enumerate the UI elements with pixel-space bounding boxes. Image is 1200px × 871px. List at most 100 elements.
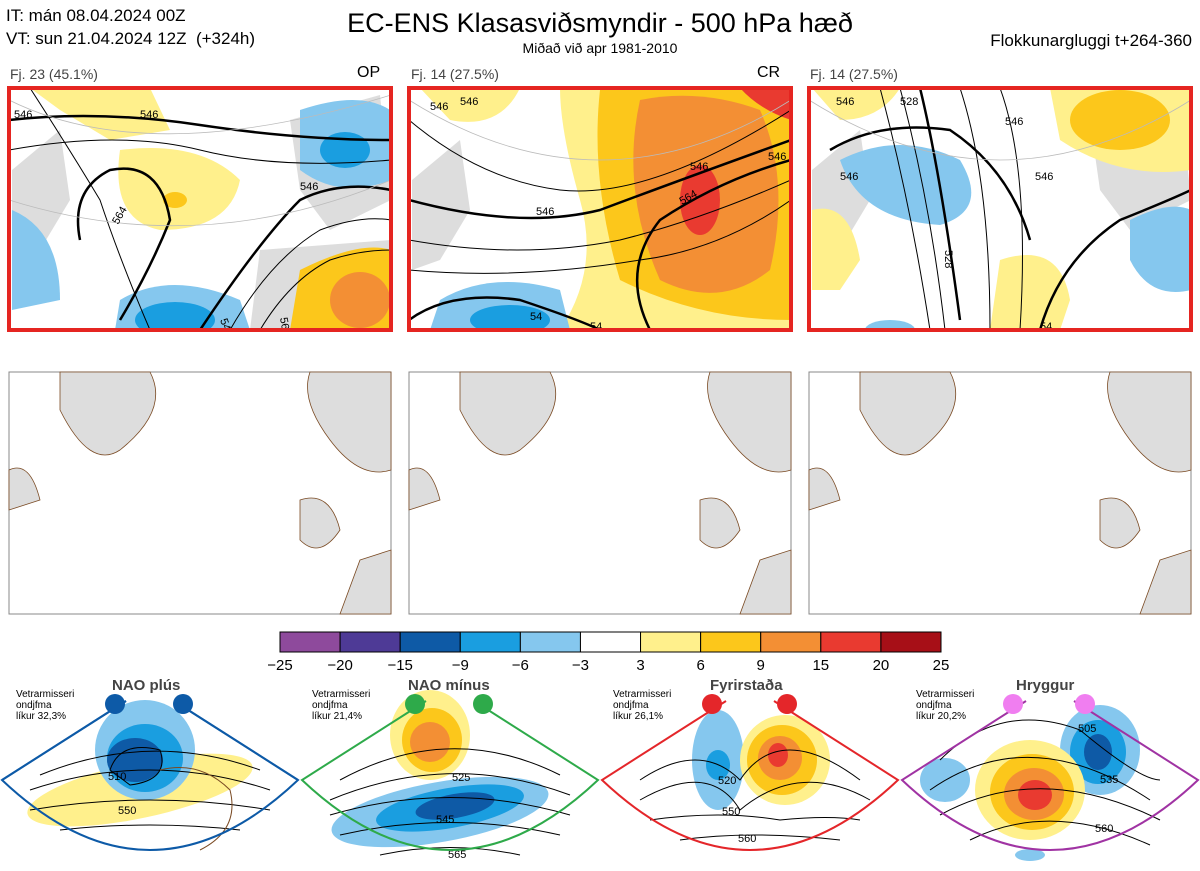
- contour-label: 546: [460, 96, 478, 108]
- colorbar-tick: −6: [512, 657, 529, 674]
- anomaly-yellow: [118, 148, 240, 230]
- regime-4-marker: [1003, 694, 1023, 714]
- colorbar-bin: [399, 631, 461, 653]
- contour-label: 505: [1078, 723, 1096, 735]
- anomaly-dark-blue: [1084, 734, 1112, 770]
- contour-label: 535: [1100, 774, 1118, 786]
- colorbar-tick: 6: [696, 657, 704, 674]
- colorbar-bin: [339, 631, 401, 653]
- contour-label: 546: [1035, 171, 1053, 183]
- valid-time: VT: sun 21.04.2024 12Z (+324h): [6, 29, 256, 48]
- contour-label: 528: [942, 250, 954, 268]
- anomaly-red: [740, 88, 791, 120]
- anomaly-yellow: [990, 255, 1070, 330]
- contour-546: [9, 114, 391, 142]
- colorbar-bin: [760, 631, 822, 653]
- anomaly-yellow: [812, 88, 900, 120]
- header-times: IT: mán 08.04.2024 00Z VT: sun 21.04.202…: [6, 4, 255, 50]
- regime-3-marker: [702, 694, 722, 714]
- colorbar-bin: [820, 631, 882, 653]
- anomaly-blue-core: [135, 302, 215, 330]
- contour-label: 525: [452, 772, 470, 784]
- classification-window: Flokkunargluggi t+264-360: [990, 31, 1192, 50]
- regime-1-map: 510 550: [0, 694, 300, 866]
- colorbar-tick: −25: [267, 657, 292, 674]
- cluster-3-frame: [807, 86, 1193, 332]
- colorbar-tick: −15: [387, 657, 412, 674]
- contour-label: 546: [768, 151, 786, 163]
- regime-3-map: 520 550 560: [600, 694, 900, 851]
- contour-label: 546: [300, 181, 318, 193]
- contour-528: [918, 88, 962, 321]
- regime-4-frame: [900, 700, 1200, 851]
- regime-4-map: 505 535 560: [900, 694, 1200, 861]
- contour-label: 546: [836, 96, 854, 108]
- land-map-3: [808, 371, 1192, 615]
- contour-546: [1038, 188, 1191, 330]
- contour-label: 510: [108, 771, 126, 783]
- cluster-3-label: Fj. 14 (27.5%): [810, 66, 898, 82]
- regime-4-note: Vetrarmisseri ondjfma líkur 20,2%: [916, 689, 975, 722]
- anomaly-blue: [1015, 849, 1045, 861]
- contour-564: [76, 167, 172, 321]
- anomaly-yellow: [420, 88, 520, 122]
- colorbar-bin: [519, 631, 581, 653]
- cluster-1-label: Fj. 23 (45.1%): [10, 66, 98, 82]
- cluster-2-map: 546 546 564 546 546 54 546 54: [409, 88, 791, 333]
- contour-546: [409, 138, 791, 220]
- cluster-2-label: Fj. 14 (27.5%): [411, 66, 499, 82]
- contour-label: 528: [900, 96, 918, 108]
- anomaly-blue-core: [320, 132, 370, 168]
- colorbar-tick: 9: [757, 657, 765, 674]
- contour-label: 546: [430, 101, 448, 113]
- regime-2-title: NAO mínus: [408, 677, 490, 694]
- regime-1-note: Vetrarmisseri ondjfma líkur 32,3%: [16, 689, 75, 722]
- colorbar-tick: 20: [873, 657, 890, 674]
- cluster-2-frame: [407, 86, 793, 332]
- contour-label: 560: [1095, 823, 1113, 835]
- regime-3-title: Fyrirstaða: [710, 677, 783, 694]
- regime-1-title: NAO plús: [112, 677, 181, 694]
- anomaly-blue: [1130, 206, 1191, 292]
- anomaly-blue: [840, 145, 972, 225]
- colorbar-tick: 25: [933, 657, 950, 674]
- contour-label: 546: [217, 317, 235, 338]
- contour-label: 546: [690, 161, 708, 173]
- contour-label: 54: [590, 321, 602, 333]
- anomaly-blue-core: [470, 305, 550, 330]
- anomaly-blue: [12, 210, 60, 310]
- anomaly-orange: [163, 192, 187, 208]
- colorbar-bin: [700, 631, 762, 653]
- land-greenland: [412, 140, 470, 270]
- regime-1-marker: [173, 694, 193, 714]
- contour-label: 56: [277, 316, 291, 330]
- contour-label: 546: [840, 171, 858, 183]
- regime-2-map: 525 545 565: [300, 690, 600, 861]
- contour-label: 550: [118, 805, 136, 817]
- colorbar-tick: 3: [636, 657, 644, 674]
- colorbar-tick: −9: [452, 657, 469, 674]
- colorbar-bin: [279, 631, 341, 653]
- colorbar-bin: [880, 631, 942, 653]
- land-map-1: [8, 371, 392, 615]
- cluster-1-tag: OP: [357, 64, 381, 81]
- regime-2-marker: [473, 694, 493, 714]
- page-subtitle: Miðað við apr 1981-2010: [522, 40, 678, 56]
- contour-label: 546: [140, 109, 158, 121]
- init-time: IT: mán 08.04.2024 00Z: [6, 6, 186, 25]
- anomaly-yellow: [812, 208, 860, 290]
- colorbar-bin: [640, 631, 702, 653]
- contour-546: [409, 296, 601, 330]
- regime-3-marker: [777, 694, 797, 714]
- cluster-1-map: 546 546 564 546 546 56: [9, 88, 391, 338]
- colorbar-bin: [579, 631, 642, 653]
- colorbar: −25 −20 −15 −9 −6 −3 3 6 9 15 20 25: [267, 631, 950, 674]
- cluster-3-map: 546 528 528 546 546 54 546: [809, 88, 1191, 333]
- contour-546: [198, 185, 391, 330]
- contour-564: [635, 158, 791, 330]
- contour-label: 546: [1005, 116, 1023, 128]
- anomaly-orange: [1070, 90, 1170, 150]
- colorbar-bin: [459, 631, 521, 653]
- regime-2-marker: [405, 694, 425, 714]
- contour-label: 54: [1040, 321, 1052, 333]
